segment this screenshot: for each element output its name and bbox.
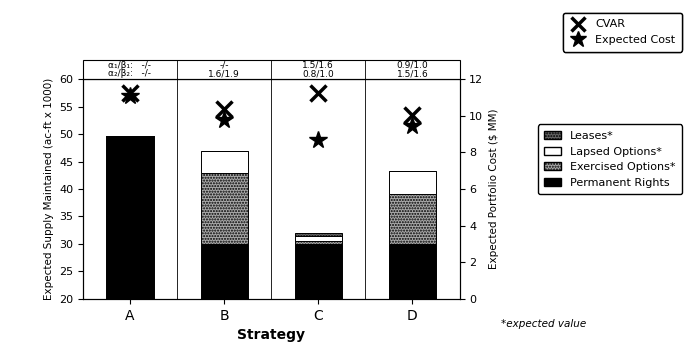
Y-axis label: Expected Supply Maintained (ac-ft x 1000): Expected Supply Maintained (ac-ft x 1000… [44,78,53,300]
X-axis label: Strategy: Strategy [237,328,305,342]
Bar [295,236,342,241]
Text: 0.9/1.0: 0.9/1.0 [397,61,428,70]
Text: -/-: -/- [220,61,229,70]
Bar [295,244,342,299]
Bar [295,233,342,236]
Bar [295,241,342,244]
Y-axis label: Expected Portfolio Cost ($ MM): Expected Portfolio Cost ($ MM) [489,109,499,269]
Text: 1.5/1.6: 1.5/1.6 [303,61,334,70]
Legend: CVAR, Expected Cost: CVAR, Expected Cost [563,13,682,51]
Bar [200,244,247,299]
Bar [389,244,436,299]
Text: 0.8/1.0: 0.8/1.0 [303,69,334,78]
Bar [200,172,247,244]
Bar [200,150,247,172]
Bar [83,60,460,79]
Bar [106,136,153,299]
Bar [389,171,436,194]
Text: *expected value: *expected value [501,319,586,329]
Text: 1.6/1.9: 1.6/1.9 [208,69,240,78]
Text: 1.5/1.6: 1.5/1.6 [397,69,428,78]
Text: α₁/β₁:   -/-: α₁/β₁: -/- [108,61,151,70]
Legend: Leases*, Lapsed Options*, Exercised Options*, Permanent Rights: Leases*, Lapsed Options*, Exercised Opti… [538,124,682,194]
Bar [389,194,436,244]
Text: α₂/β₂:   -/-: α₂/β₂: -/- [108,69,151,78]
